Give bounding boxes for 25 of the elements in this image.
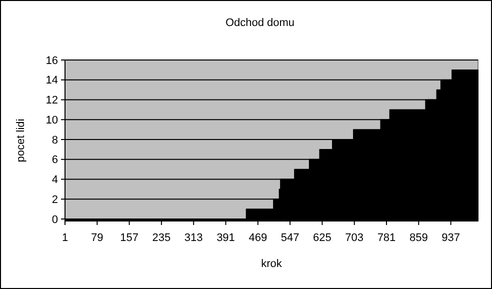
x-tick-label: 391 (216, 232, 235, 244)
y-tick-label: 16 (46, 54, 58, 67)
y-tick-label: 8 (52, 134, 58, 146)
y-tick-label: 12 (46, 94, 58, 107)
x-tick-label: 469 (248, 232, 268, 244)
x-tick-label: 235 (152, 232, 171, 244)
x-axis-title: krok (261, 258, 282, 270)
chart-title: Odchod domu (225, 17, 295, 29)
y-tick-label: 2 (52, 194, 58, 206)
y-tick-label: 6 (52, 154, 58, 166)
x-tick-label: 313 (184, 232, 203, 244)
x-tick-label: 79 (91, 232, 104, 244)
y-axis-title: pocet lidi (15, 118, 27, 162)
y-tick-label: 10 (46, 114, 58, 126)
x-tick-label: 781 (377, 232, 396, 244)
y-tick-label: 14 (46, 74, 58, 87)
x-tick-label: 157 (120, 232, 138, 244)
x-tick-label: 937 (442, 232, 460, 244)
x-tick-label: 547 (280, 232, 300, 244)
y-tick-label: 4 (52, 174, 58, 186)
x-tick-label: 703 (345, 232, 364, 244)
x-tick-label: 1 (62, 232, 68, 244)
x-tick-label: 625 (313, 232, 332, 244)
x-tick-label: 859 (409, 232, 428, 244)
y-tick-label: 0 (52, 214, 58, 226)
